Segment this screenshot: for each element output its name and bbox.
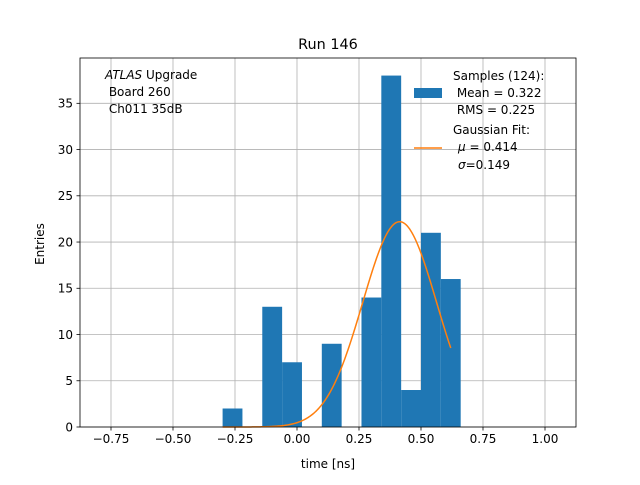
x-axis-label: time [ns]: [301, 457, 355, 471]
legend-hist-line-3: RMS = 0.225: [453, 103, 535, 117]
histogram-bar: [401, 390, 421, 427]
y-tick-label: 25: [58, 189, 73, 203]
x-tick-label: −0.50: [155, 432, 192, 446]
atlas-annotation: ATLAS Upgrade Board 260 Ch011 35dB: [104, 68, 197, 116]
histogram-bar: [381, 75, 402, 428]
legend-sigma-value: =0.149: [466, 158, 510, 172]
y-tick-label: 35: [58, 97, 73, 111]
legend-mu-value: = 0.414: [466, 140, 518, 154]
legend-hist-line-1: Samples (124):: [453, 69, 544, 83]
histogram-bar: [262, 306, 283, 427]
histogram-bar: [361, 297, 382, 427]
y-tick-label: 5: [65, 374, 73, 388]
y-tick-label: 15: [58, 282, 73, 296]
x-tick-label: −0.25: [217, 432, 254, 446]
x-tick-label: 0.75: [470, 432, 497, 446]
legend-fit-sigma: σ=0.149: [458, 158, 510, 172]
legend-mu-symbol: μ: [457, 140, 466, 154]
y-axis-label: Entries: [33, 223, 47, 265]
legend-hist-swatch: [414, 88, 442, 98]
histogram-bar: [222, 408, 243, 427]
histogram-bar: [321, 343, 342, 427]
annotation-line-1: ATLAS Upgrade: [104, 68, 197, 82]
x-axis-ticks: −0.75 −0.50 −0.25 0.00 0.25 0.50 0.75 1.00: [93, 427, 559, 446]
annotation-line-3: Ch011 35dB: [105, 102, 183, 116]
annotation-upgrade: Upgrade: [142, 68, 197, 82]
chart-title: Run 146: [298, 37, 358, 53]
histogram-bar: [440, 279, 461, 427]
y-axis-ticks: 0 5 10 15 20 25 30 35: [58, 97, 80, 434]
plot-frame: [79, 57, 577, 428]
histogram-bars: [222, 75, 461, 428]
annotation-line-2: Board 260: [105, 85, 171, 99]
legend-fit-mu: μ = 0.414: [457, 140, 518, 154]
histogram-bar: [282, 362, 302, 427]
histogram-bar: [421, 232, 441, 427]
y-tick-label: 0: [65, 420, 73, 434]
y-tick-label: 30: [58, 143, 73, 157]
legend-sigma-symbol: σ: [458, 158, 466, 172]
legend: Samples (124): Mean = 0.322 RMS = 0.225 …: [414, 69, 544, 172]
legend-fit-line-1: Gaussian Fit:: [453, 123, 530, 137]
annotation-atlas: ATLAS: [104, 68, 143, 82]
legend-hist-line-2: Mean = 0.322: [453, 86, 542, 100]
x-tick-label: −0.75: [93, 432, 130, 446]
x-tick-label: 0.25: [346, 432, 373, 446]
x-tick-label: 0.50: [408, 432, 435, 446]
y-tick-label: 20: [58, 235, 73, 249]
x-tick-label: 0.00: [284, 432, 311, 446]
x-tick-label: 1.00: [532, 432, 559, 446]
plot-area: −0.75 −0.50 −0.25 0.00 0.25 0.50 0.75 1.00 0 5 10…: [58, 57, 577, 446]
y-tick-label: 10: [58, 328, 73, 342]
